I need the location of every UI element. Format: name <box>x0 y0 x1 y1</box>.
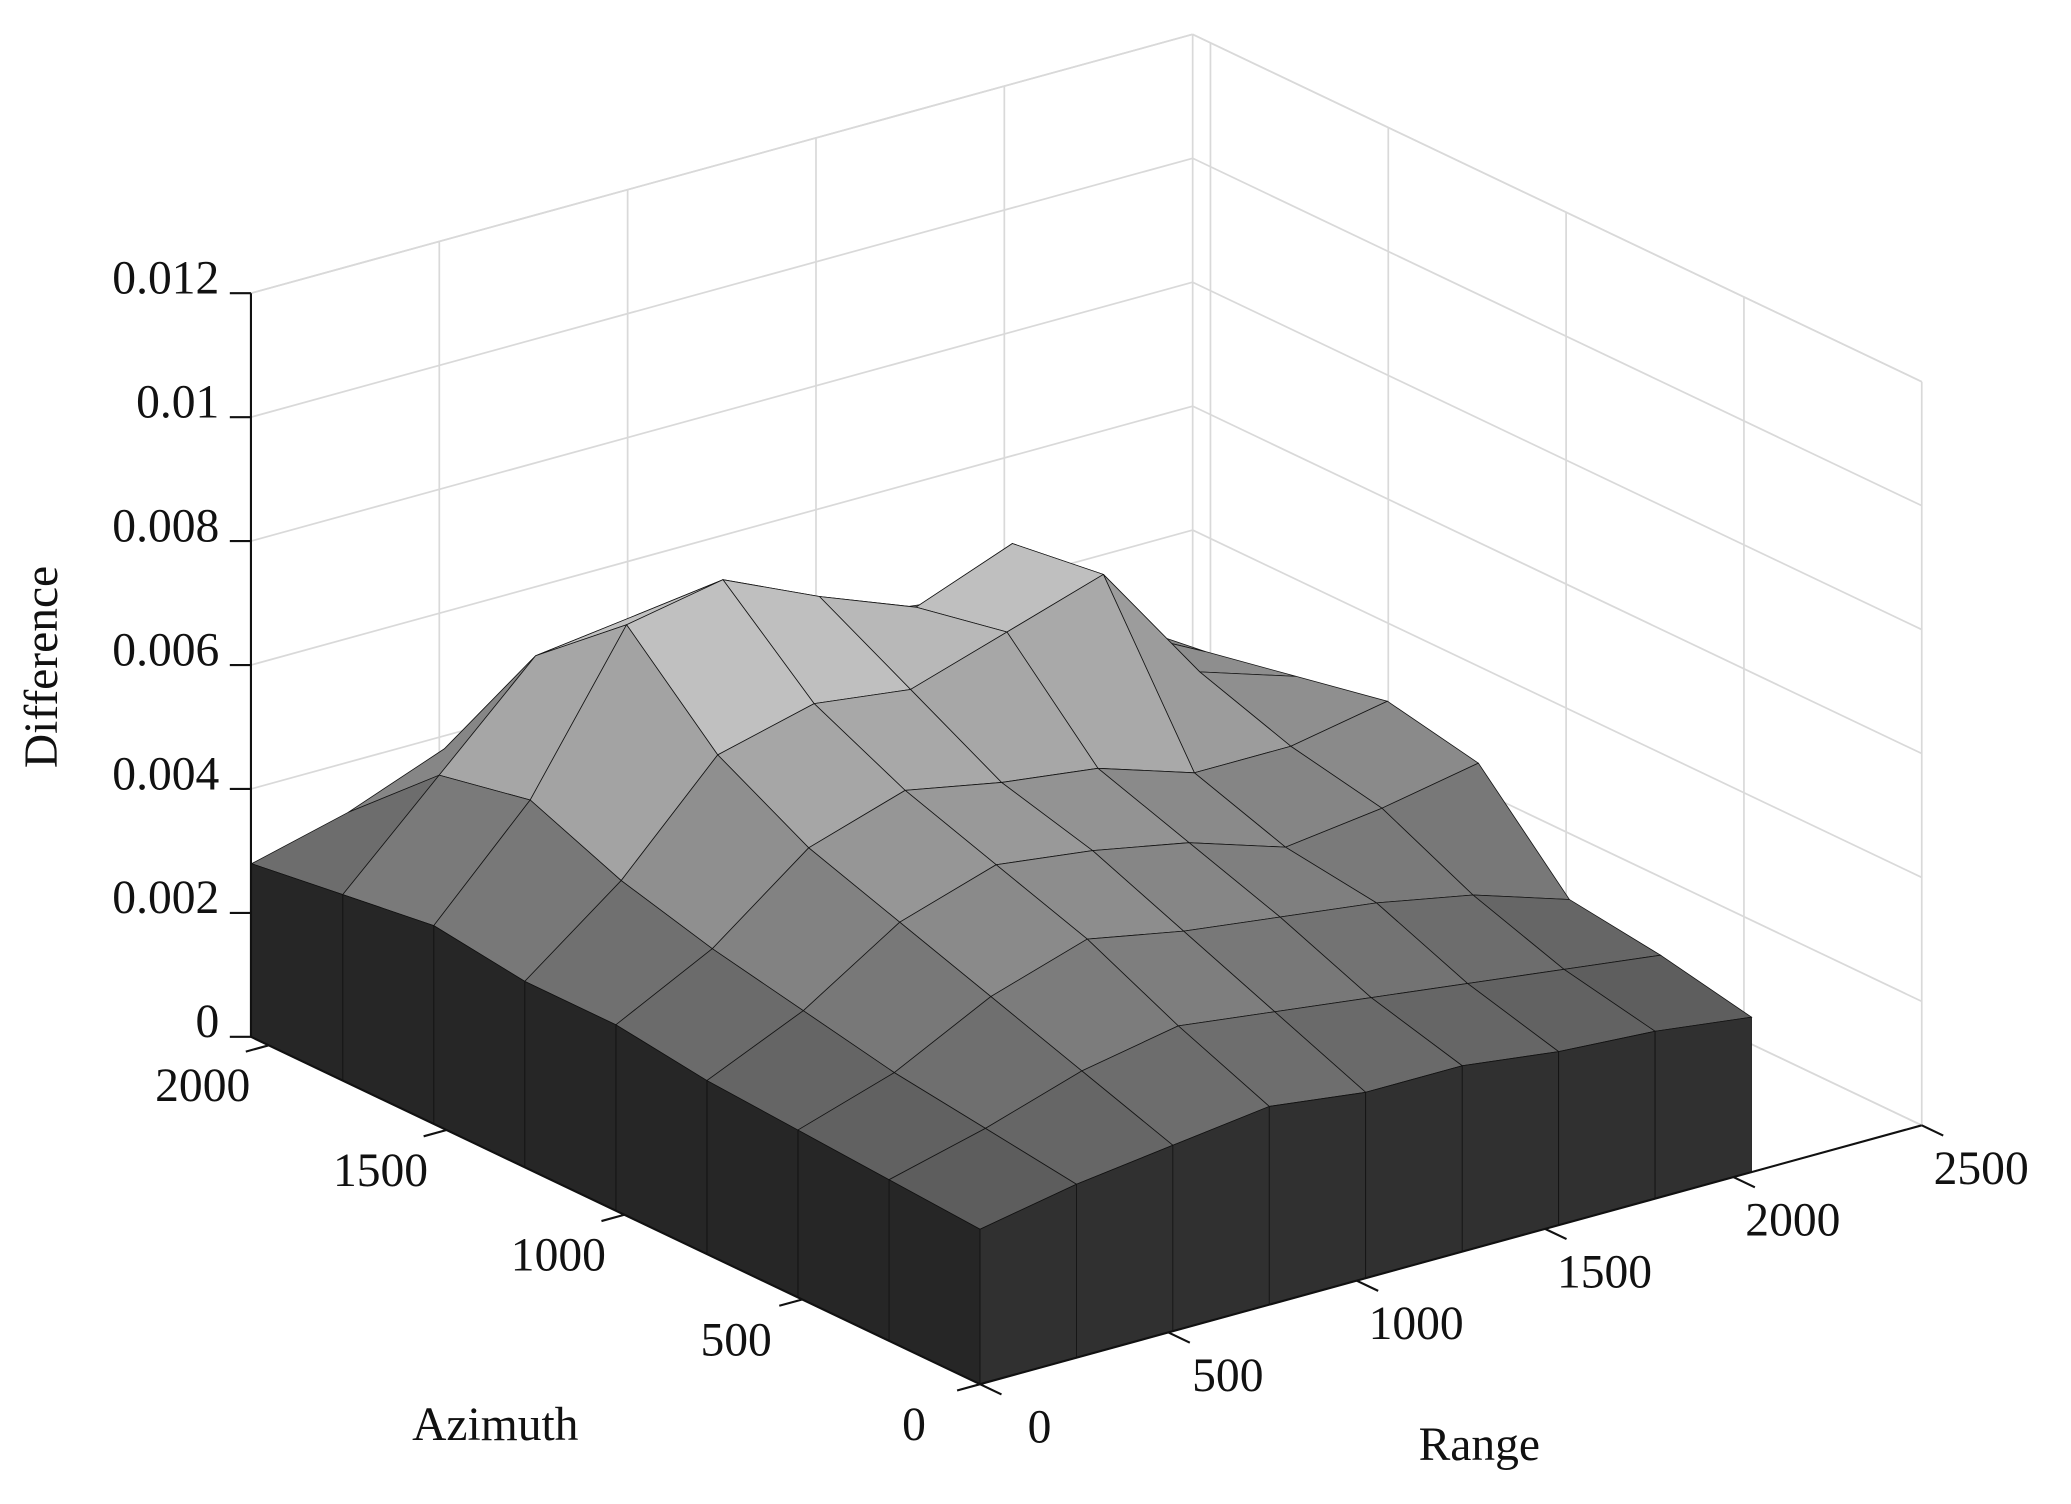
x-tick <box>1167 1331 1191 1344</box>
box-edge <box>1192 33 1923 383</box>
z-tick-label: 0.002 <box>112 872 219 924</box>
y-tick-label: 2000 <box>155 1060 250 1112</box>
surface-side <box>342 894 435 1125</box>
grid-line <box>1192 405 1923 755</box>
grid-line <box>1192 529 1923 879</box>
x-tick <box>979 1383 1002 1396</box>
x-axis-label: Range <box>1419 1419 1540 1471</box>
y-tick <box>601 1213 625 1223</box>
y-tick-label: 500 <box>701 1314 772 1366</box>
y-tick <box>245 1044 270 1053</box>
grid-line <box>1192 281 1923 631</box>
z-tick-label: 0.012 <box>112 253 219 305</box>
surface-side <box>1268 1091 1367 1306</box>
surface-side <box>251 863 344 1082</box>
x-tick-label: 1500 <box>1557 1246 1652 1298</box>
x-tick-label: 500 <box>1192 1350 1263 1402</box>
x-tick <box>1921 1124 1944 1137</box>
grid-line <box>250 405 1193 666</box>
z-tick-label: 0 <box>195 996 219 1048</box>
x-tick-label: 2000 <box>1745 1195 1840 1247</box>
x-tick <box>1544 1227 1567 1241</box>
y-tick <box>423 1129 447 1138</box>
x-tick <box>1356 1279 1379 1292</box>
box-edge <box>250 33 1193 295</box>
y-tick-label: 0 <box>902 1399 926 1451</box>
surface-side <box>1172 1105 1270 1332</box>
grid-line <box>250 157 1193 418</box>
y-axis-label: Azimuth <box>412 1399 579 1451</box>
x-axis <box>979 1124 1923 1386</box>
z-axis-label: Difference <box>16 566 68 768</box>
surface-side <box>1654 1016 1752 1200</box>
z-tick-label: 0.006 <box>112 624 219 676</box>
x-tick <box>1732 1176 1756 1189</box>
x-tick-label: 2500 <box>1934 1143 2029 1195</box>
surface-side <box>1365 1065 1463 1279</box>
x-tick-label: 1000 <box>1369 1298 1464 1350</box>
y-tick <box>778 1298 803 1307</box>
surface-side <box>1558 1030 1656 1226</box>
grid-line <box>1192 157 1923 507</box>
grid-line <box>250 281 1193 542</box>
z-tick-label: 0.008 <box>112 500 219 552</box>
y-tick <box>956 1383 981 1392</box>
y-tick-label: 1000 <box>511 1230 606 1282</box>
y-axis <box>250 1035 981 1386</box>
z-tick-label: 0.01 <box>136 376 219 428</box>
plot: 0 0.002 0.004 0.006 0.008 0.01 0.012 0 500 1000 15… <box>112 33 2029 1454</box>
x-tick-label: 0 <box>1028 1402 1052 1454</box>
z-tick-label: 0.004 <box>112 748 219 800</box>
surface-side <box>1461 1051 1560 1253</box>
y-tick-label: 1500 <box>333 1145 428 1197</box>
